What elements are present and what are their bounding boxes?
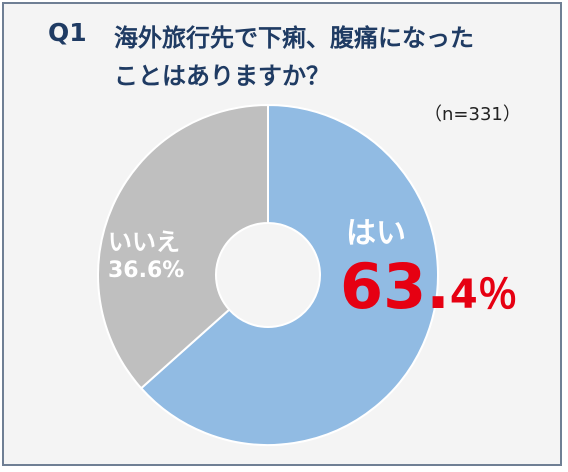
slice-value-yes-major: 63. [340,250,450,323]
donut-slice-yes [139,103,439,446]
slice-label-no: いいえ [108,228,180,256]
question-number: Q1 [48,18,87,47]
slice-value-yes: 63.4％ [340,256,518,318]
slice-value-yes-minor: 4％ [449,272,518,318]
question-text-line2: ことはありますか？ [114,62,330,90]
question-text-line1: 海外旅行先で下痢、腹痛になった [114,24,474,52]
slice-value-no: 36.6% [108,258,185,283]
slice-label-yes: はい [346,216,406,251]
sample-size: （n=331） [424,104,521,125]
donut-slice-no [97,103,269,390]
